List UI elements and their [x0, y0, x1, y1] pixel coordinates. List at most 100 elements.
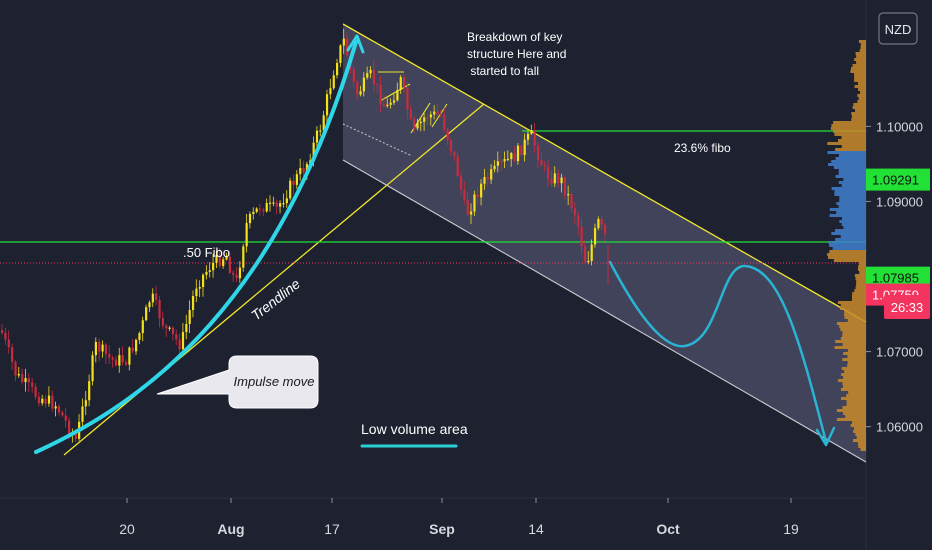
price-tag-label: 1.07985 — [872, 271, 919, 286]
volume-profile-bar — [850, 70, 866, 73]
time-tick-label: 20 — [119, 521, 135, 537]
volume-profile-bar — [838, 205, 866, 208]
impulse-arrowhead — [346, 34, 365, 54]
candle-body — [208, 270, 211, 272]
volume-profile-bar — [841, 223, 866, 226]
volume-profile-bar — [842, 406, 866, 409]
candle-body — [121, 355, 124, 363]
candle-body — [366, 73, 369, 78]
candle-body — [319, 130, 322, 132]
descending-channel-fill — [343, 24, 866, 462]
candle-body — [470, 211, 473, 215]
volume-profile-bar — [835, 157, 866, 160]
volume-profile-bar — [852, 421, 866, 424]
volume-profile-bar — [858, 40, 866, 43]
candle-body — [567, 194, 570, 196]
candle-body — [473, 194, 476, 212]
volume-profile-bar — [842, 412, 866, 415]
volume-profile-bar — [844, 370, 866, 373]
candle-body — [543, 164, 546, 167]
volume-profile-bar — [859, 91, 866, 94]
volume-profile-bar — [838, 172, 866, 175]
channel-lower-line[interactable] — [342, 159, 867, 463]
currency-badge[interactable] — [878, 12, 918, 45]
candle-body — [302, 168, 305, 173]
volume-profile-bar — [831, 160, 866, 163]
candle-body — [168, 327, 171, 329]
volume-profile-bar — [841, 367, 866, 370]
candle-body — [506, 158, 510, 161]
channel-upper-line[interactable] — [342, 23, 867, 323]
candle-body — [372, 69, 376, 85]
volume-profile-bar — [850, 67, 866, 70]
candle-body — [530, 130, 533, 134]
volume-profile-bar — [853, 103, 866, 106]
volume-profile-bar — [842, 358, 866, 361]
candle-body — [443, 114, 446, 130]
candle-body — [406, 87, 409, 110]
candle-body — [128, 347, 131, 365]
candle-body — [191, 296, 195, 311]
volume-profile-bar — [842, 382, 866, 385]
candle-body — [101, 344, 104, 352]
volume-profile-bar — [842, 331, 866, 334]
volume-profile-bar — [837, 139, 866, 142]
volume-profile-bar — [836, 211, 866, 214]
candle-body — [352, 68, 355, 83]
volume-profile-bar — [842, 385, 866, 388]
candle-body — [315, 130, 319, 143]
volume-profile-bar — [852, 292, 866, 295]
volume-profile-bar — [827, 256, 866, 259]
volume-profile-bar — [856, 61, 866, 64]
price-tag — [866, 266, 930, 289]
candle-body — [416, 122, 419, 129]
candle-body — [409, 109, 412, 119]
volume-profile-bar — [841, 217, 866, 220]
candle-body — [255, 208, 258, 212]
volume-profile-bar — [851, 115, 866, 118]
candle-body — [362, 77, 365, 92]
volume-profile-bar — [858, 97, 866, 100]
structure-dotted-line — [342, 123, 413, 157]
candle-body — [198, 286, 201, 289]
time-axis[interactable]: 20 Aug 17 Sep 14 Oct 19 — [119, 498, 799, 537]
breakdown-label-line2: structure Here and — [467, 47, 566, 61]
candle-body — [17, 374, 20, 376]
volume-profile-bar — [843, 226, 866, 229]
candle-body — [597, 218, 600, 229]
candle-body — [11, 347, 14, 362]
volume-profile-bar — [827, 142, 866, 145]
volume-profile-bar — [831, 124, 866, 127]
volume-profile-bar — [836, 202, 866, 205]
volume-profile-bar — [830, 127, 866, 130]
candle-body — [279, 203, 282, 207]
candle-body — [31, 382, 34, 387]
volume-profile-bar — [835, 340, 866, 343]
candle-body — [413, 118, 416, 129]
candle-body — [118, 355, 121, 366]
candle-body — [547, 166, 550, 180]
price-axis[interactable]: 1.10000 1.09000 1.07000 1.06000 — [866, 119, 923, 435]
candle-body — [124, 362, 128, 365]
projected-arrowhead — [815, 426, 836, 447]
volume-profile-bar — [839, 154, 866, 157]
candle-body — [14, 361, 17, 376]
time-tick-label: 14 — [528, 521, 544, 537]
candle-body — [480, 183, 483, 198]
candle-body — [483, 176, 486, 184]
volume-profile-bar — [847, 319, 866, 322]
volume-profile-bar — [834, 229, 866, 232]
volume-profile-bar — [847, 349, 866, 352]
candle-body — [51, 395, 54, 409]
candle-body — [34, 386, 37, 397]
volume-profile-bar — [857, 100, 866, 103]
candle-body — [285, 198, 288, 204]
candle-body — [188, 310, 191, 324]
candle-body — [496, 161, 499, 166]
candle-body — [332, 75, 335, 89]
candle-body — [222, 259, 225, 267]
candle-body — [346, 38, 349, 56]
volume-profile-bar — [831, 232, 866, 235]
candle-body — [563, 177, 566, 196]
